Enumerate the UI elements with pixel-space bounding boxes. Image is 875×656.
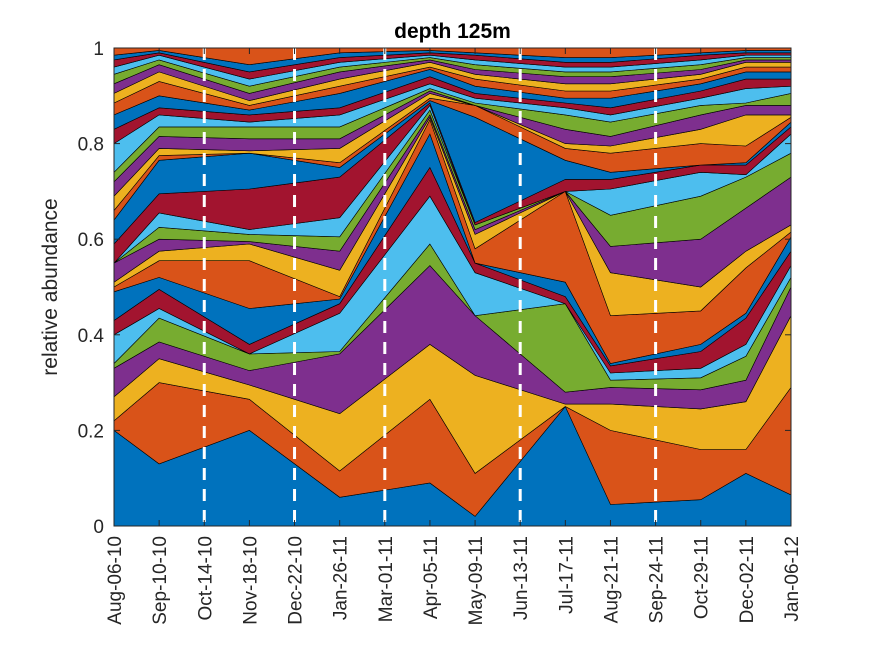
x-axis: Aug-06-10 Sep-10-10 Oct-14-10 Nov-18-10 Dec-… bbox=[105, 48, 803, 625]
y-tick-label: 0 bbox=[93, 517, 104, 538]
y-tick-label: 0.4 bbox=[78, 326, 105, 347]
x-tick-label: Jun-13-11 bbox=[511, 536, 532, 620]
x-tick-label: Jan-06-12 bbox=[782, 536, 803, 622]
y-axis: 0 0.2 0.4 0.6 0.8 1 bbox=[78, 39, 791, 538]
area-layers bbox=[113, 47, 792, 527]
x-tick-label: Jan-26-11 bbox=[331, 536, 352, 620]
chart-title: depth 125m bbox=[394, 20, 511, 43]
x-tick-label: Dec-02-11 bbox=[737, 536, 758, 623]
dashed-markers bbox=[202, 48, 658, 526]
x-tick-label: Mar-01-11 bbox=[376, 536, 397, 622]
x-tick-label: Nov-18-10 bbox=[240, 536, 261, 625]
x-tick-label: Aug-21-11 bbox=[601, 536, 622, 623]
y-tick-label: 0.2 bbox=[78, 421, 104, 442]
y-tick-label: 0.6 bbox=[78, 230, 104, 251]
x-tick-label: Sep-24-11 bbox=[647, 536, 668, 623]
x-tick-label: Apr-05-11 bbox=[421, 536, 442, 619]
x-tick-label: Oct-29-11 bbox=[692, 536, 713, 619]
axes-box bbox=[113, 47, 792, 527]
x-tick-label: Jul-17-11 bbox=[556, 536, 577, 614]
x-tick-label: May-09-11 bbox=[466, 536, 487, 625]
y-tick-label: 0.8 bbox=[78, 135, 104, 156]
x-tick-label: Sep-10-10 bbox=[150, 536, 171, 625]
x-tick-label: Aug-06-10 bbox=[105, 536, 126, 625]
x-tick-label: Dec-22-10 bbox=[286, 536, 307, 625]
y-tick-label: 1 bbox=[93, 39, 104, 60]
x-tick-label: Oct-14-10 bbox=[195, 536, 216, 620]
y-axis-label: relative abundance bbox=[39, 198, 62, 375]
